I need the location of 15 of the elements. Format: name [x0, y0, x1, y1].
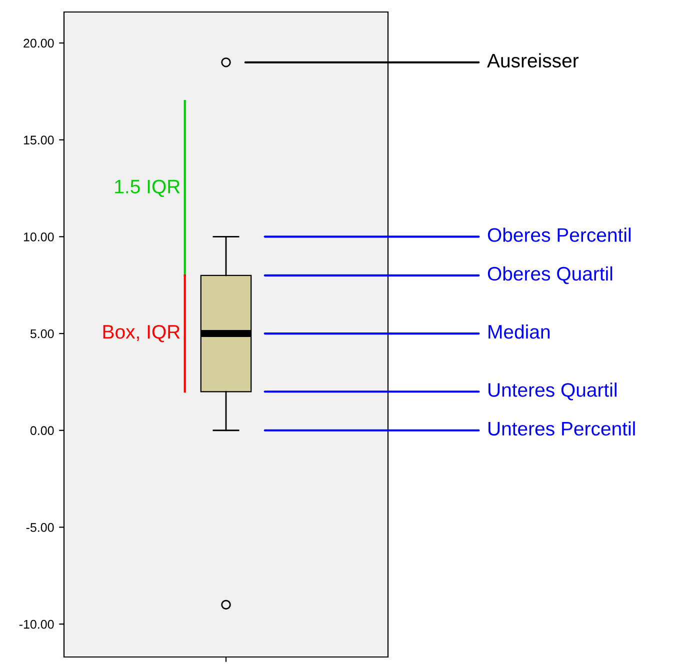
text: Ausreisser [487, 53, 579, 68]
y-tick-label: 20.00 [24, 38, 54, 48]
text: Unteres Percentil [488, 421, 635, 436]
text: Oberes Quartil [488, 266, 612, 284]
y-tick-label: 5.00 [30, 329, 54, 338]
annotation: Box, IQR [103, 324, 180, 342]
annotation: 1.5 IQR [115, 180, 180, 197]
y-tick-label: 10.00 [24, 232, 54, 242]
y-tick-label: 0.00 [30, 426, 54, 436]
y-tick-label: 15.00 [24, 136, 54, 144]
text: Unteres Quartil [488, 382, 616, 400]
y-tick-label: -10.00 [19, 620, 54, 629]
text: Median [488, 324, 550, 339]
text: Oberes Percentil [488, 228, 631, 242]
y-tick-label: -5.00 [26, 523, 54, 532]
